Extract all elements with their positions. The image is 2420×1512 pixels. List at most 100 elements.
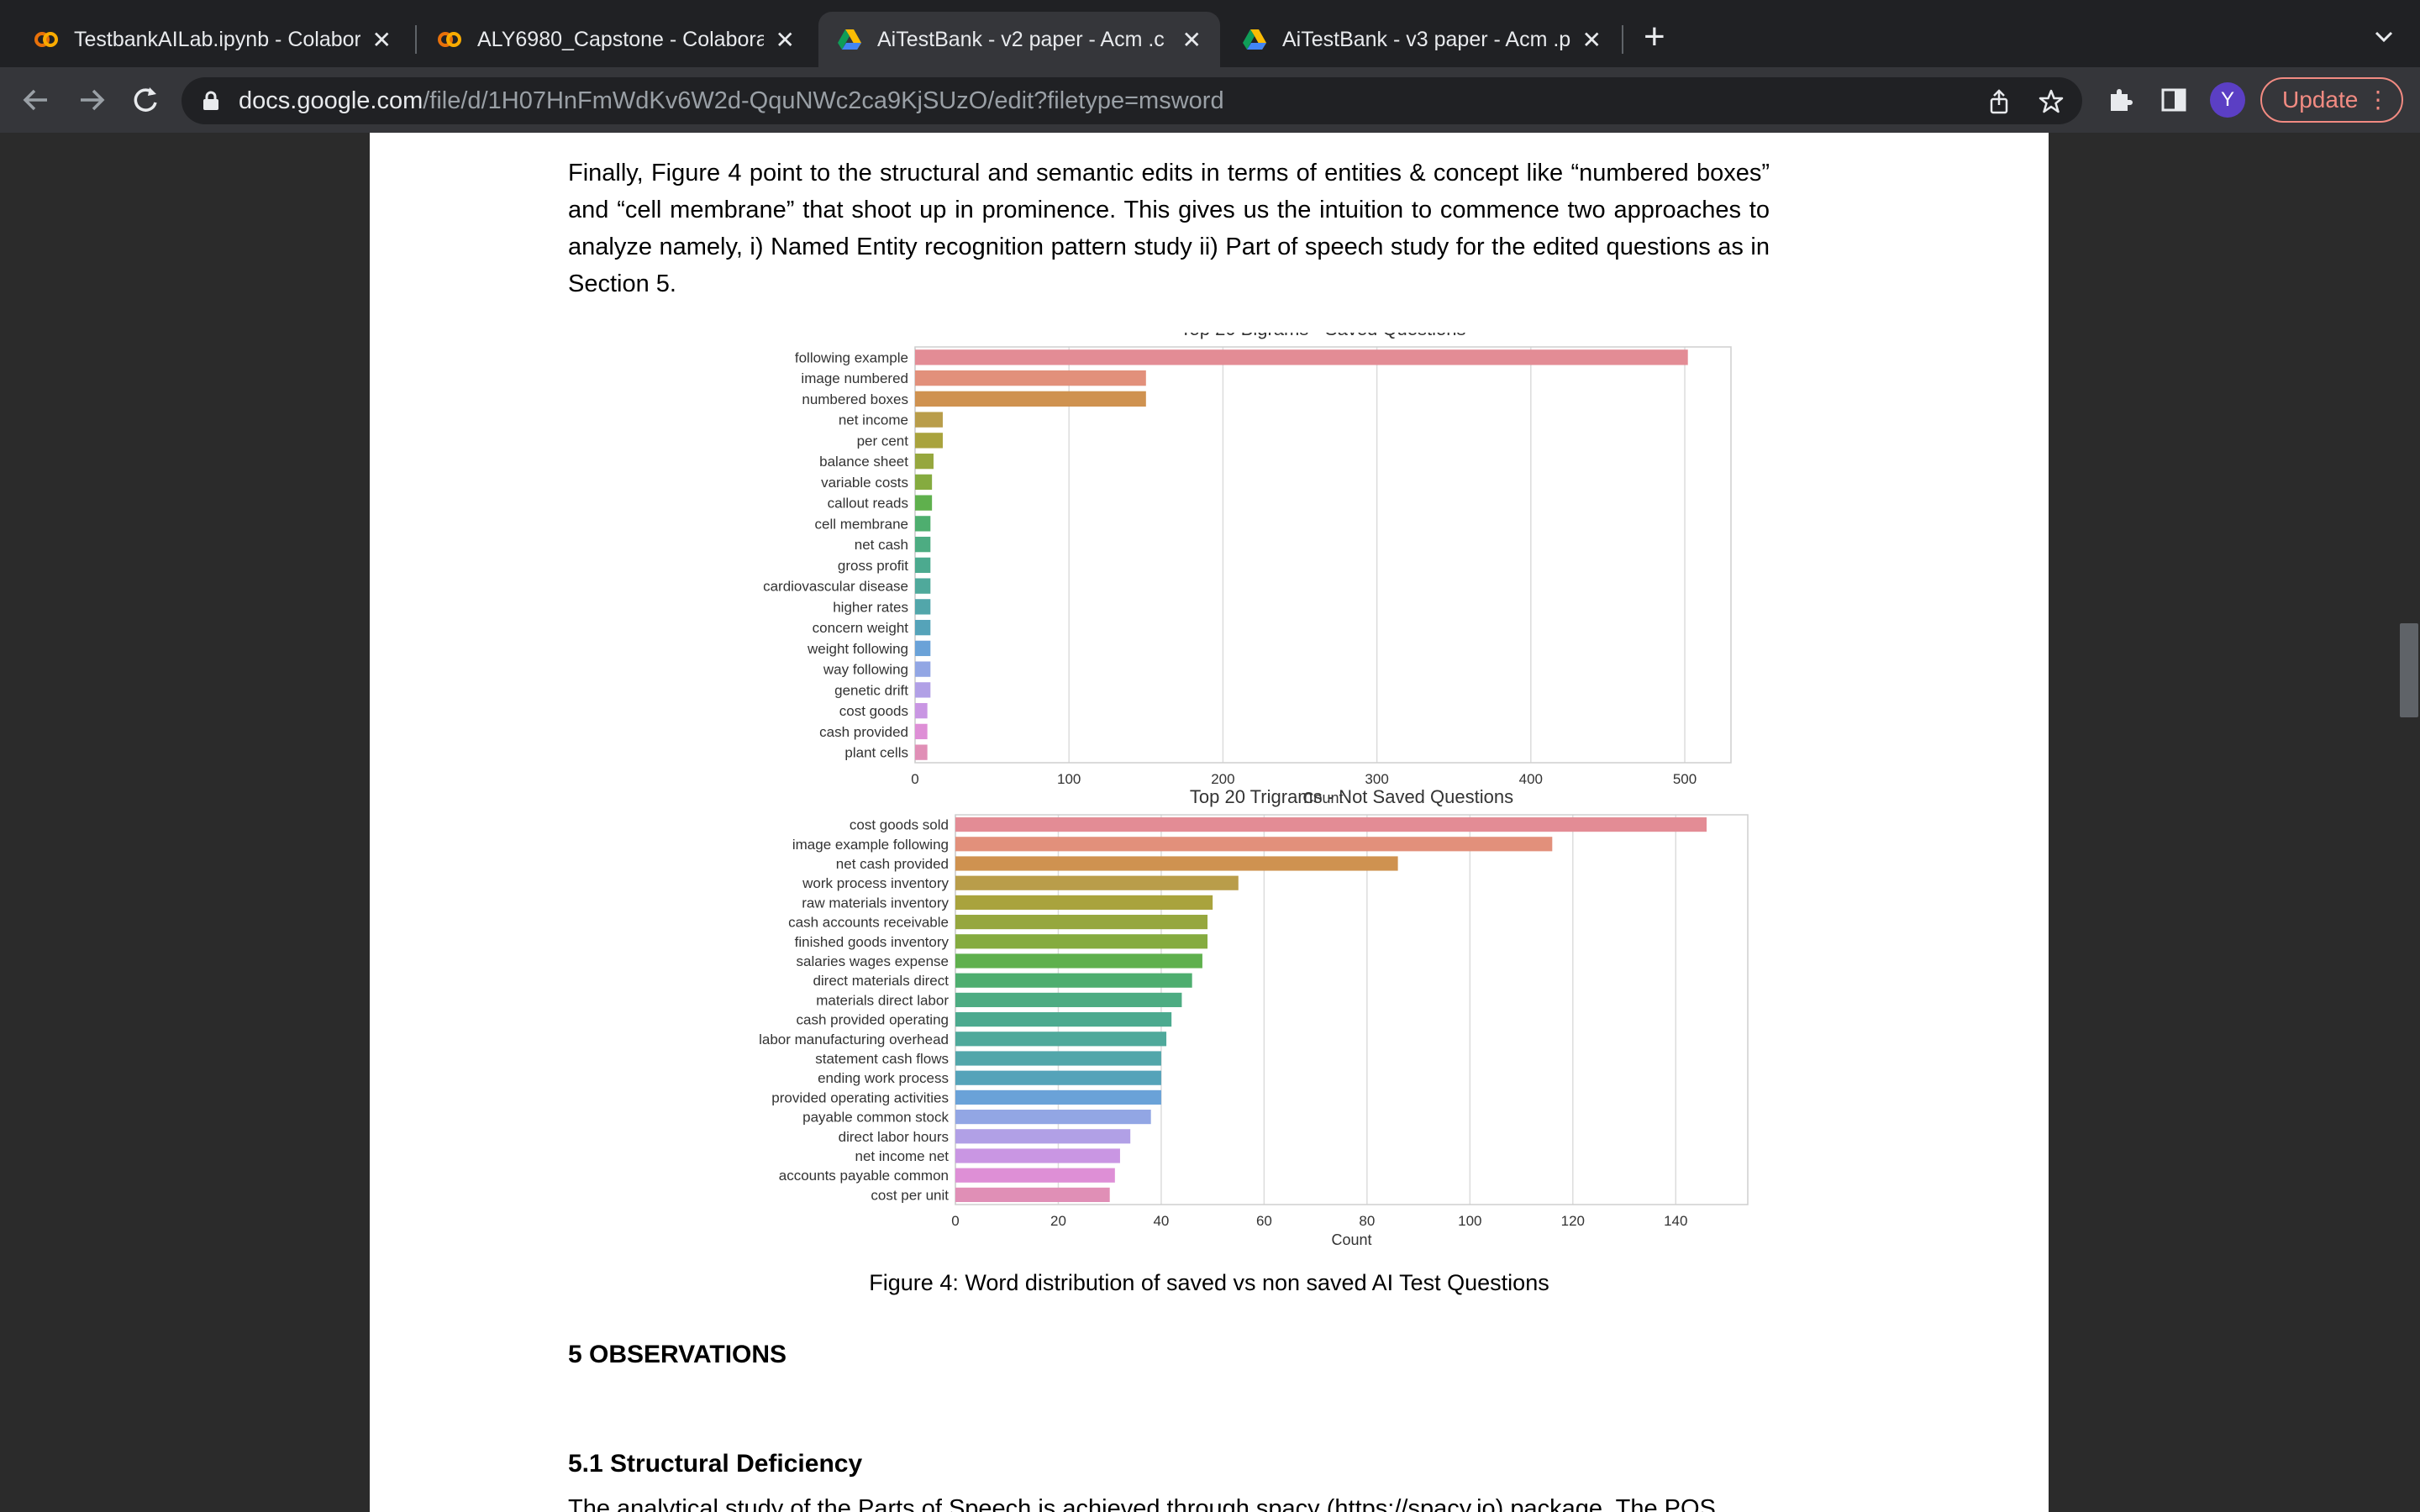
bar bbox=[915, 433, 943, 449]
bar bbox=[915, 349, 1688, 365]
bar bbox=[955, 1148, 1120, 1163]
bar bbox=[955, 953, 1202, 969]
bar bbox=[955, 875, 1239, 890]
tab-separator bbox=[415, 25, 417, 54]
bar bbox=[915, 702, 928, 719]
x-tick-label: 20 bbox=[1050, 1213, 1066, 1229]
forward-arrow-icon[interactable] bbox=[74, 82, 109, 118]
x-axis-label: Count bbox=[1302, 790, 1343, 806]
bar bbox=[955, 1110, 1151, 1125]
y-tick-label: cardiovascular disease bbox=[763, 579, 908, 595]
y-tick-label: weight following bbox=[807, 641, 908, 657]
tab-aitestbank-v3[interactable]: AiTestBank - v3 paper - Acm .p ✕ bbox=[1223, 12, 1620, 67]
y-tick-label: balance sheet bbox=[819, 454, 908, 470]
y-tick-label: direct labor hours bbox=[839, 1129, 949, 1145]
bar bbox=[915, 370, 1146, 386]
y-tick-label: salaries wages expense bbox=[797, 953, 949, 969]
y-tick-label: cash provided bbox=[819, 724, 908, 740]
tab-title: AiTestBank - v2 paper - Acm .c bbox=[877, 27, 1165, 51]
bar bbox=[915, 495, 933, 511]
bar bbox=[955, 1187, 1110, 1202]
side-panel-icon[interactable] bbox=[2160, 86, 2188, 114]
bar bbox=[955, 934, 1208, 949]
chart-title: Top 20 Bigrams - Saved Questions bbox=[1181, 333, 1466, 339]
tab-colab-testbank[interactable]: TestbankAILab.ipynb - Colabor ✕ bbox=[15, 12, 410, 67]
bar bbox=[915, 744, 928, 760]
bar bbox=[955, 1089, 1161, 1105]
browser-toolbar: docs.google.com/file/d/1H07HnFmWdKv6W2d-… bbox=[0, 67, 2420, 133]
google-drive-icon bbox=[1243, 29, 1266, 50]
y-tick-label: net cash bbox=[855, 537, 908, 553]
tab-close-icon[interactable]: ✕ bbox=[1581, 26, 1602, 53]
update-label: Update bbox=[2282, 87, 2359, 113]
tab-close-icon[interactable]: ✕ bbox=[371, 26, 392, 53]
x-tick-label: 0 bbox=[911, 771, 918, 787]
subsection-heading: 5.1 Structural Deficiency bbox=[568, 1450, 863, 1478]
bar bbox=[955, 895, 1213, 910]
bar bbox=[955, 1051, 1161, 1066]
scrollbar-thumb[interactable] bbox=[2400, 623, 2418, 717]
bar bbox=[915, 412, 943, 428]
y-tick-label: higher rates bbox=[833, 599, 908, 615]
bar bbox=[915, 599, 931, 615]
x-tick-label: 400 bbox=[1519, 771, 1543, 787]
address-bar[interactable]: docs.google.com/file/d/1H07HnFmWdKv6W2d-… bbox=[182, 77, 2082, 124]
tab-search-chevron-icon[interactable] bbox=[2373, 25, 2395, 47]
plot-frame bbox=[955, 814, 1749, 1205]
tab-separator bbox=[1622, 25, 1623, 54]
document-viewer[interactable]: Finally, Figure 4 point to the structura… bbox=[0, 133, 2420, 1512]
tab-close-icon[interactable]: ✕ bbox=[775, 26, 795, 53]
bar bbox=[955, 973, 1192, 988]
new-tab-plus-icon[interactable]: + bbox=[1644, 16, 1665, 57]
url-host: docs.google.com bbox=[239, 87, 424, 114]
share-icon[interactable] bbox=[1986, 89, 2012, 114]
y-tick-label: labor manufacturing overhead bbox=[759, 1032, 949, 1047]
x-tick-label: 100 bbox=[1458, 1213, 1481, 1229]
tab-aitestbank-v2[interactable]: AiTestBank - v2 paper - Acm .c ✕ bbox=[818, 12, 1220, 67]
bar bbox=[915, 391, 1146, 407]
y-tick-label: materials direct labor bbox=[816, 992, 949, 1008]
colab-icon bbox=[34, 32, 58, 47]
bar bbox=[915, 640, 931, 657]
tab-title: ALY6980_Capstone - Colabora bbox=[477, 27, 764, 51]
reload-icon[interactable] bbox=[128, 82, 163, 118]
section-heading: 5 OBSERVATIONS bbox=[568, 1341, 787, 1368]
bar bbox=[955, 1129, 1131, 1144]
bar bbox=[955, 915, 1208, 930]
back-arrow-icon[interactable] bbox=[18, 82, 54, 118]
bar bbox=[955, 992, 1182, 1007]
y-tick-label: provided operating activities bbox=[771, 1089, 949, 1105]
x-tick-label: 40 bbox=[1153, 1213, 1169, 1229]
tab-close-icon[interactable]: ✕ bbox=[1181, 26, 1202, 53]
x-axis-label: Count bbox=[1331, 1231, 1371, 1248]
bar bbox=[915, 557, 931, 574]
bar bbox=[915, 661, 931, 677]
profile-avatar[interactable]: Y bbox=[2210, 82, 2245, 118]
url-path: /file/d/1H07HnFmWdKv6W2d-QquNWc2ca9KjSUz… bbox=[423, 87, 1224, 114]
y-tick-label: way following bbox=[823, 662, 908, 678]
lock-icon[interactable] bbox=[202, 91, 220, 111]
more-menu-icon[interactable]: ⋮ bbox=[2366, 87, 2390, 113]
tab-title: AiTestBank - v3 paper - Acm .p bbox=[1282, 27, 1570, 51]
bar bbox=[915, 516, 931, 532]
tab-strip: TestbankAILab.ipynb - Colabor ✕ ALY6980_… bbox=[0, 0, 2420, 67]
update-button[interactable]: Update ⋮ bbox=[2260, 77, 2403, 123]
bookmark-star-icon[interactable] bbox=[2039, 89, 2064, 114]
y-tick-label: gross profit bbox=[838, 558, 908, 574]
url-text[interactable]: docs.google.com/file/d/1H07HnFmWdKv6W2d-… bbox=[239, 87, 1224, 115]
x-tick-label: 100 bbox=[1057, 771, 1081, 787]
extensions-puzzle-icon[interactable] bbox=[2106, 86, 2134, 114]
bar bbox=[955, 856, 1398, 871]
y-tick-label: cell membrane bbox=[815, 516, 909, 532]
x-tick-label: 300 bbox=[1365, 771, 1388, 787]
y-tick-label: variable costs bbox=[821, 475, 908, 491]
y-tick-label: payable common stock bbox=[802, 1110, 949, 1126]
bar bbox=[915, 536, 931, 553]
bar bbox=[955, 1070, 1161, 1085]
x-tick-label: 120 bbox=[1561, 1213, 1585, 1229]
figure-caption: Figure 4: Word distribution of saved vs … bbox=[869, 1270, 1549, 1295]
tab-colab-capstone[interactable]: ALY6980_Capstone - Colabora ✕ bbox=[418, 12, 813, 67]
x-tick-label: 80 bbox=[1359, 1213, 1375, 1229]
bar bbox=[915, 723, 928, 740]
y-tick-label: net income net bbox=[855, 1148, 949, 1164]
